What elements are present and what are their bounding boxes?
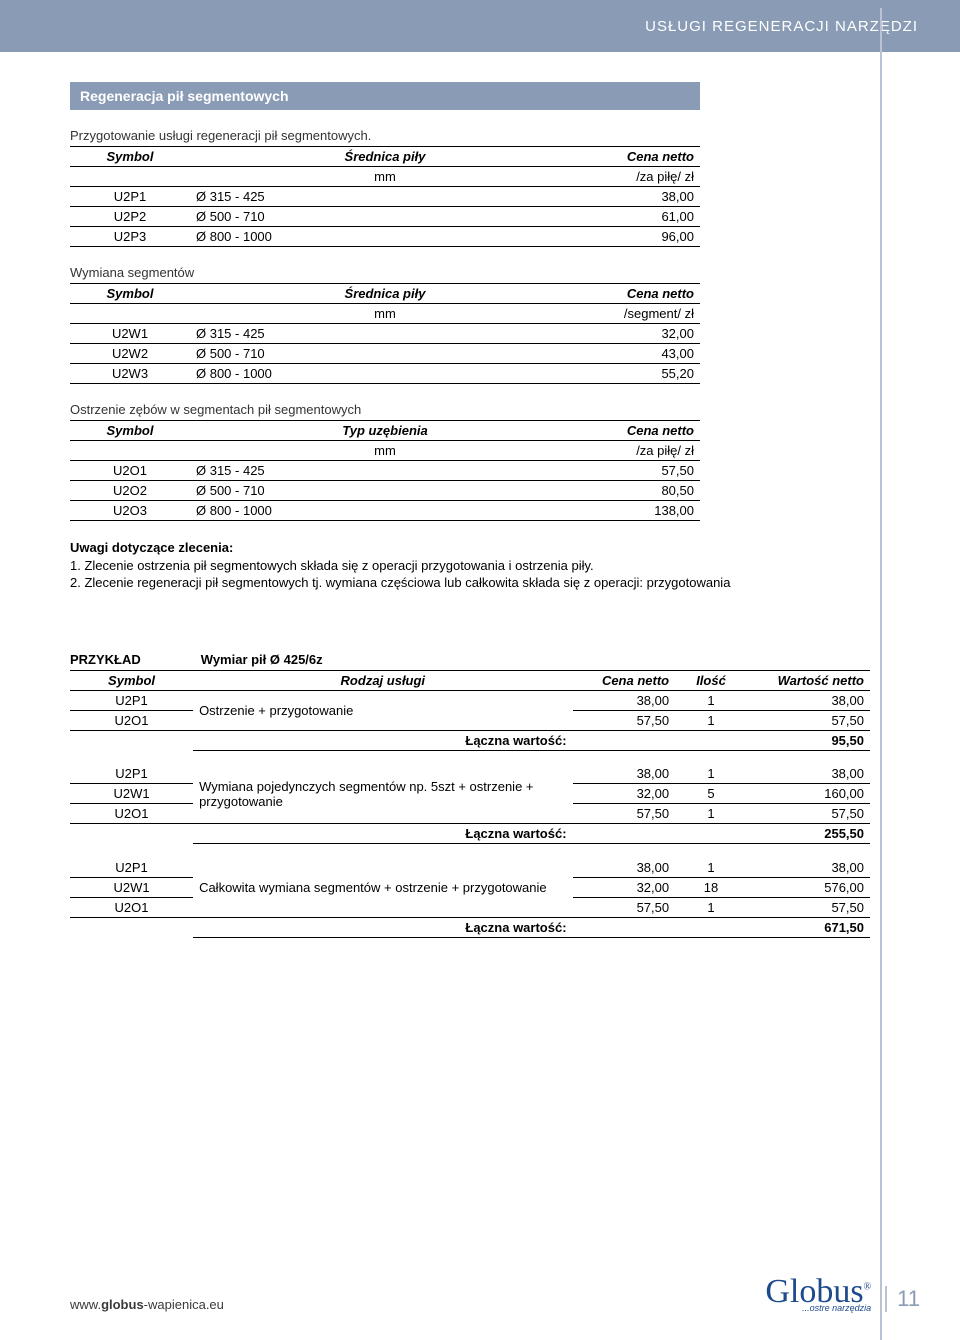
- unit-cell: mm: [190, 304, 580, 324]
- note-line: 1. Zlecenie ostrzenia pił segmentowych s…: [70, 557, 870, 575]
- th-netprice: Cena netto: [573, 670, 676, 690]
- sum-row: Łączna wartość: 255,50: [70, 824, 870, 844]
- page-footer: www.globus-wapienica.eu Globus® ...ostre…: [70, 1278, 920, 1312]
- table-row: U2W2Ø 500 - 71043,00: [70, 344, 700, 364]
- th-service: Rodzaj usługi: [193, 670, 572, 690]
- th-type: Typ uzębienia: [190, 421, 580, 441]
- th-symbol: Symbol: [70, 670, 193, 690]
- th-symbol: Symbol: [70, 147, 190, 167]
- table1-caption: Przygotowanie usługi regeneracji pił seg…: [70, 128, 890, 143]
- sum-label: Łączna wartość:: [193, 917, 572, 937]
- unit-cell: [70, 441, 190, 461]
- th-price: Cena netto: [580, 284, 700, 304]
- table-segment-swap: Symbol Średnica piły Cena netto mm /segm…: [70, 283, 700, 384]
- footer-url: www.globus-wapienica.eu: [70, 1297, 224, 1312]
- th-symbol: Symbol: [70, 284, 190, 304]
- section-title: Regeneracja pił segmentowych: [70, 82, 700, 110]
- sum-row: Łączna wartość: 671,50: [70, 917, 870, 937]
- table-row: U2W3Ø 800 - 100055,20: [70, 364, 700, 384]
- table3-caption: Ostrzenie zębów w segmentach pił segment…: [70, 402, 890, 417]
- sum-row: Łączna wartość: 95,50: [70, 730, 870, 750]
- unit-cell: /za piłę/ zł: [580, 167, 700, 187]
- table-row: U2O2Ø 500 - 71080,50: [70, 481, 700, 501]
- right-accent-stripe: [880, 8, 882, 1340]
- header-banner: USŁUGI REGENERACJI NARZĘDZI: [0, 0, 960, 52]
- sum-value: 255,50: [747, 824, 870, 844]
- unit-cell: /za piłę/ zł: [580, 441, 700, 461]
- sum-value: 95,50: [747, 730, 870, 750]
- example-block: PRZYKŁAD Wymiar pił Ø 425/6z Symbol Rodz…: [70, 652, 890, 938]
- table2-caption: Wymiana segmentów: [70, 265, 890, 280]
- table-row: U2P2Ø 500 - 71061,00: [70, 207, 700, 227]
- notes-block: Uwagi dotyczące zlecenia: 1. Zlecenie os…: [70, 539, 870, 592]
- table-row: U2P1 Wymiana pojedynczych segmentów np. …: [70, 764, 870, 784]
- sum-label: Łączna wartość:: [193, 730, 572, 750]
- table-row: U2P1Ø 315 - 42538,00: [70, 187, 700, 207]
- service-desc: Całkowita wymiana segmentów + ostrzenie …: [193, 858, 572, 918]
- unit-cell: mm: [190, 167, 580, 187]
- notes-title: Uwagi dotyczące zlecenia:: [70, 539, 870, 557]
- table-preparation: Symbol Średnica piły Cena netto mm /za p…: [70, 146, 700, 247]
- sum-value: 671,50: [747, 917, 870, 937]
- service-desc: Wymiana pojedynczych segmentów np. 5szt …: [193, 764, 572, 824]
- table-row: U2O3Ø 800 - 1000138,00: [70, 501, 700, 521]
- th-diameter: Średnica piły: [190, 147, 580, 167]
- note-line: 2. Zlecenie regeneracji pił segmentowych…: [70, 574, 870, 592]
- page-number: 11: [885, 1286, 920, 1312]
- table-row: U2P1 Całkowita wymiana segmentów + ostrz…: [70, 858, 870, 878]
- example-label: PRZYKŁAD: [70, 652, 141, 667]
- th-diameter: Średnica piły: [190, 284, 580, 304]
- table-row: U2O1Ø 315 - 42557,50: [70, 461, 700, 481]
- unit-cell: mm: [190, 441, 580, 461]
- th-symbol: Symbol: [70, 421, 190, 441]
- unit-cell: [70, 167, 190, 187]
- th-price: Cena netto: [580, 147, 700, 167]
- sum-label: Łączna wartość:: [193, 824, 572, 844]
- th-qty: Ilość: [675, 670, 747, 690]
- service-desc: Ostrzenie + przygotowanie: [193, 690, 572, 730]
- unit-cell: /segment/ zł: [580, 304, 700, 324]
- page-content: Regeneracja pił segmentowych Przygotowan…: [0, 52, 960, 938]
- table-row: U2P3Ø 800 - 100096,00: [70, 227, 700, 247]
- table-sharpening: Symbol Typ uzębienia Cena netto mm /za p…: [70, 420, 700, 521]
- example-table: Symbol Rodzaj usługi Cena netto Ilość Wa…: [70, 670, 870, 938]
- table-row: U2P1 Ostrzenie + przygotowanie 38,00 1 3…: [70, 690, 870, 710]
- th-netvalue: Wartość netto: [747, 670, 870, 690]
- header-title: USŁUGI REGENERACJI NARZĘDZI: [645, 18, 918, 35]
- unit-cell: [70, 304, 190, 324]
- table-row: U2W1Ø 315 - 42532,00: [70, 324, 700, 344]
- brand-logo: Globus® ...ostre narzędzia: [765, 1278, 871, 1312]
- th-price: Cena netto: [580, 421, 700, 441]
- example-dimension: Wymiar pił Ø 425/6z: [201, 652, 323, 667]
